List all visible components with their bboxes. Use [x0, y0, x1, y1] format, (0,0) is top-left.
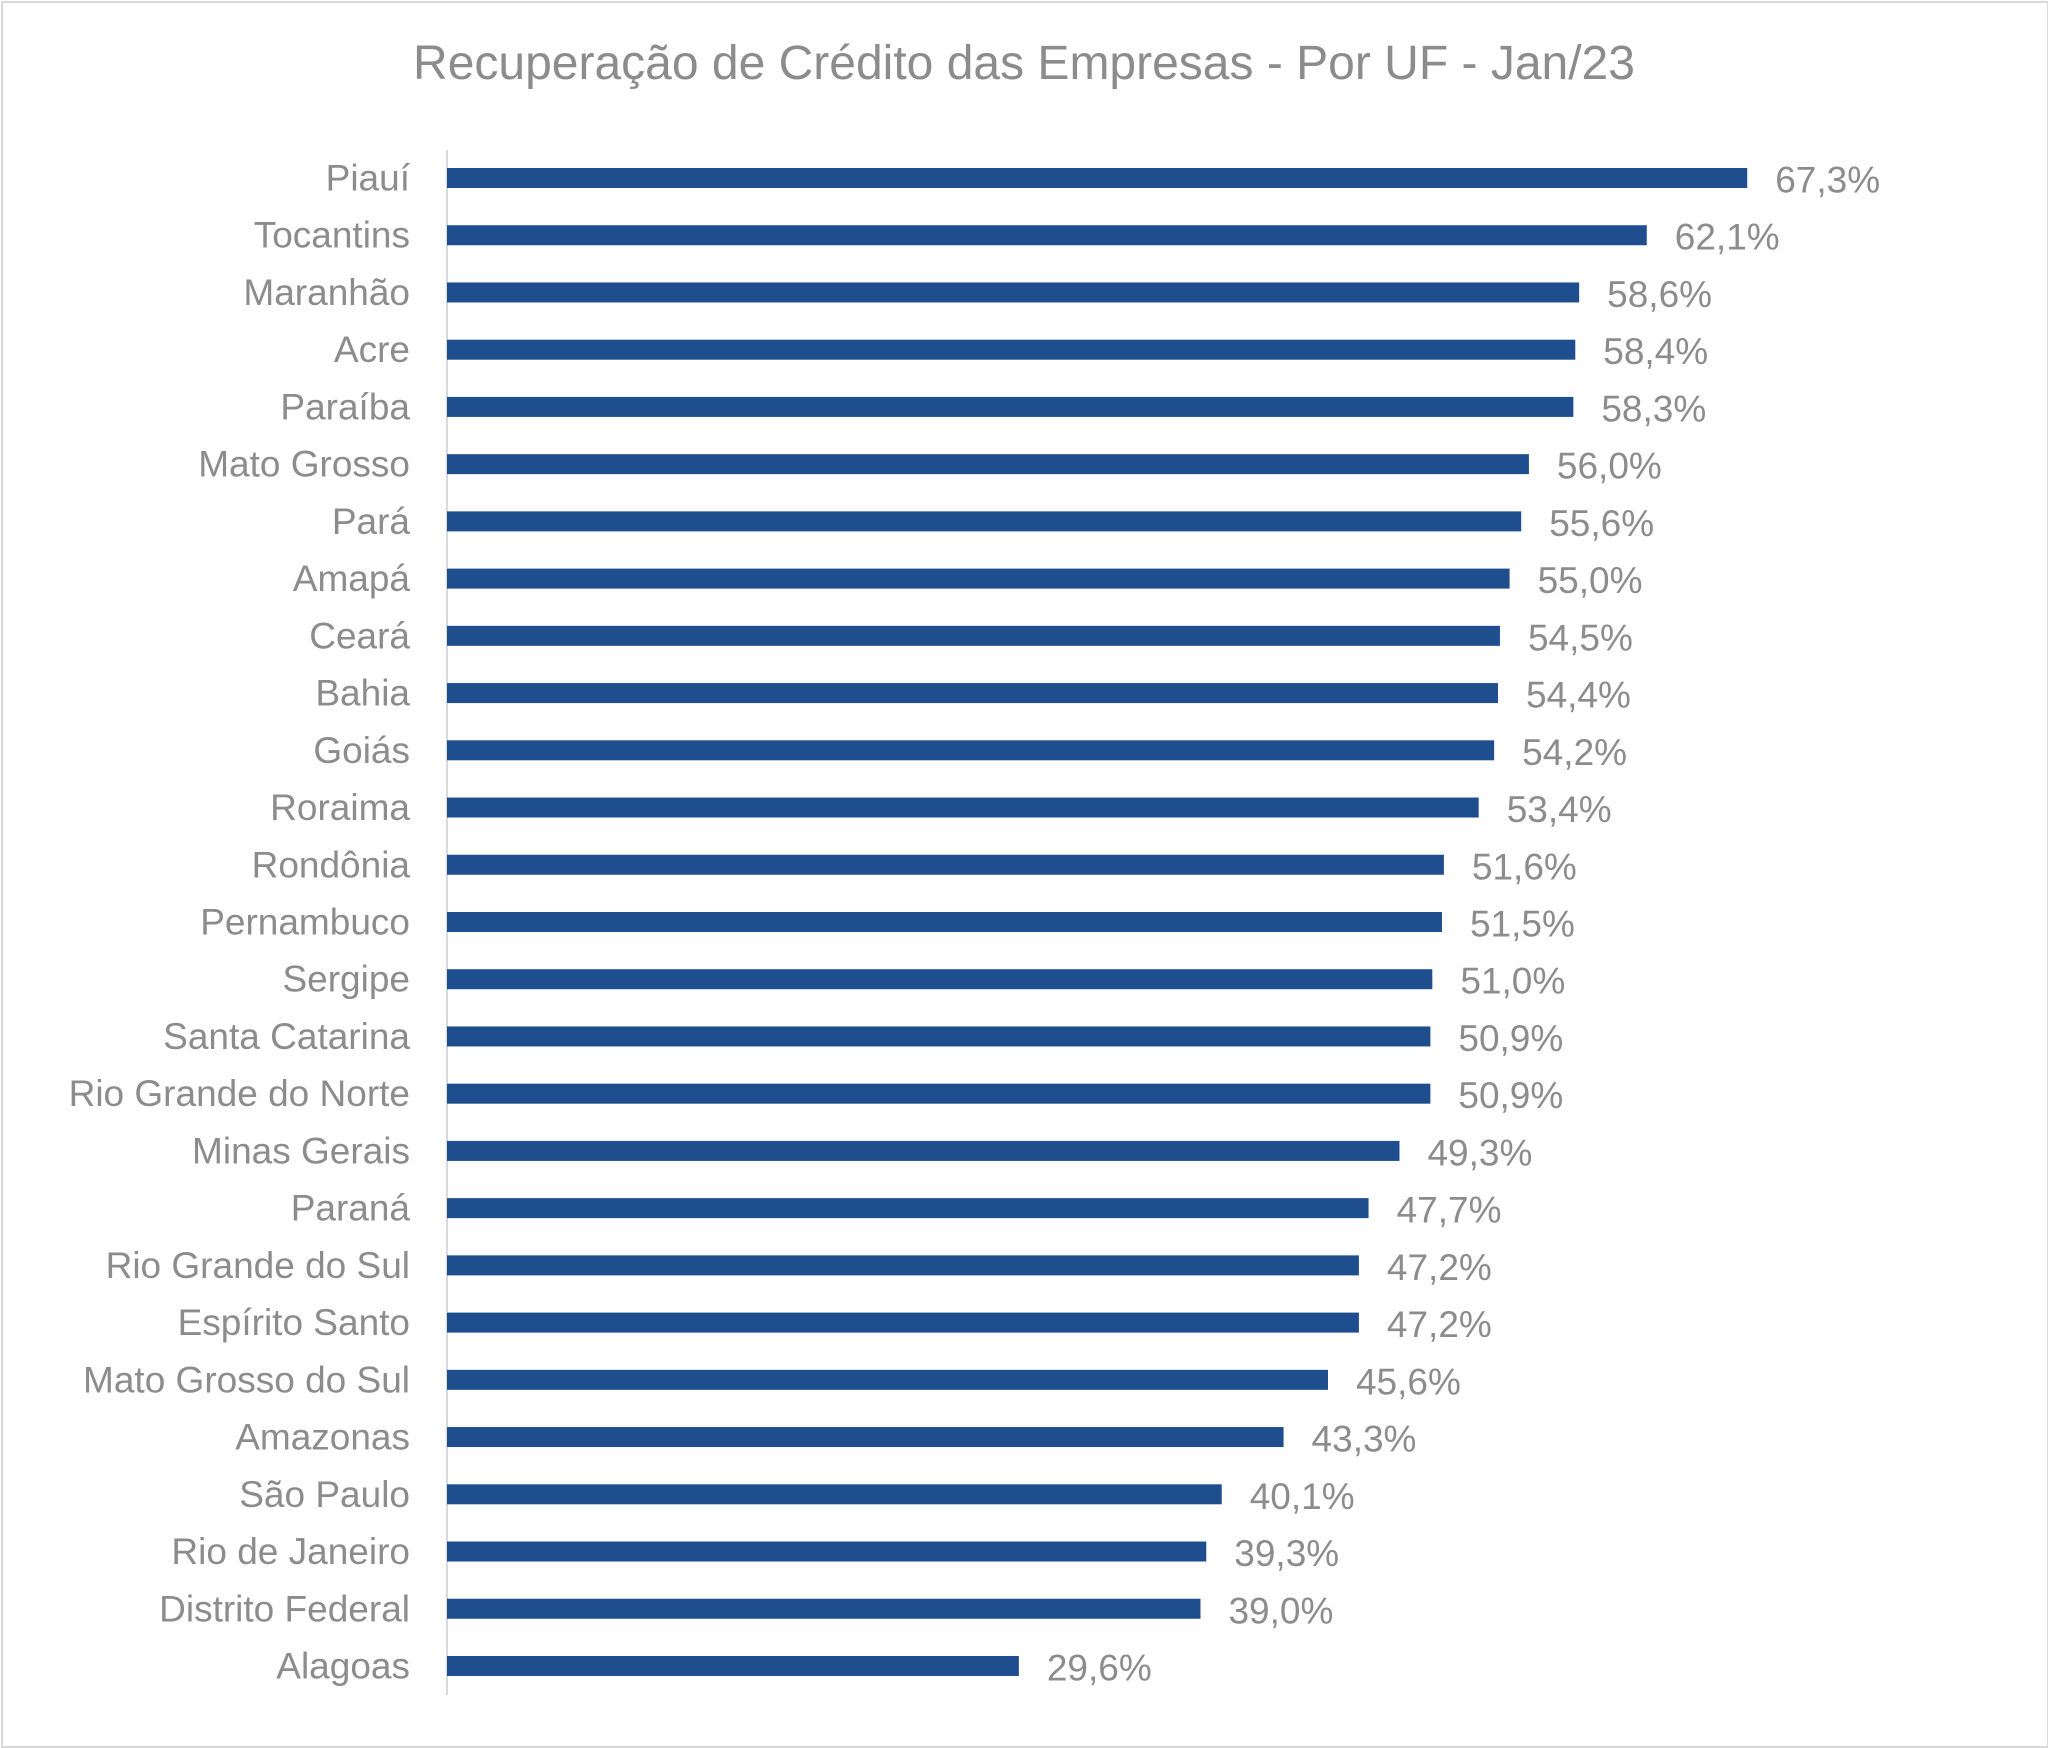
category-label: Santa Catarina	[163, 1016, 410, 1057]
category-label: Minas Gerais	[192, 1130, 410, 1171]
bar	[447, 1198, 1369, 1219]
data-label: 58,6%	[1607, 274, 1712, 315]
data-label: 51,5%	[1470, 903, 1575, 944]
bar	[447, 625, 1500, 646]
category-label: Goiás	[313, 730, 410, 771]
data-label: 58,3%	[1601, 388, 1706, 429]
bar	[447, 454, 1529, 475]
bar	[447, 339, 1576, 360]
bar	[447, 1255, 1359, 1276]
data-label: 39,0%	[1228, 1590, 1333, 1631]
category-label: Bahia	[315, 673, 410, 714]
chart-title: Recuperação de Crédito das Empresas - Po…	[413, 37, 1635, 90]
data-label: 40,1%	[1250, 1476, 1355, 1517]
category-label: Paraná	[291, 1188, 411, 1229]
bar	[447, 740, 1495, 761]
data-label: 43,3%	[1312, 1419, 1417, 1460]
bar	[447, 911, 1442, 932]
category-label: Paraíba	[280, 386, 410, 427]
data-label: 47,2%	[1387, 1247, 1492, 1288]
bar	[447, 1312, 1359, 1333]
bar	[447, 1369, 1328, 1390]
category-label: Rio Grande do Norte	[69, 1073, 410, 1114]
bar	[447, 1655, 1019, 1676]
category-label: Rio de Janeiro	[171, 1531, 410, 1572]
data-label: 62,1%	[1675, 217, 1780, 258]
category-label: Mato Grosso do Sul	[83, 1359, 410, 1400]
data-label: 45,6%	[1356, 1361, 1461, 1402]
data-label: 55,6%	[1549, 503, 1654, 544]
bar	[447, 854, 1444, 875]
data-label: 49,3%	[1427, 1132, 1532, 1173]
data-label: 29,6%	[1047, 1647, 1152, 1688]
category-label: Acre	[334, 329, 410, 370]
category-label: Sergipe	[282, 959, 410, 1000]
category-label: Distrito Federal	[159, 1588, 410, 1629]
data-label: 51,6%	[1472, 846, 1577, 887]
category-label: Tocantins	[254, 215, 410, 256]
bar	[447, 1083, 1431, 1104]
data-label: 50,9%	[1458, 1018, 1563, 1059]
data-label: 56,0%	[1557, 446, 1662, 487]
bar	[447, 168, 1748, 188]
category-label: Mato Grosso	[198, 444, 410, 485]
category-label: Piauí	[326, 158, 411, 199]
data-label: 47,2%	[1387, 1304, 1492, 1345]
bar	[447, 1026, 1431, 1047]
bar	[447, 282, 1580, 303]
bar	[447, 1598, 1201, 1619]
bar	[447, 511, 1522, 532]
data-label: 58,4%	[1603, 331, 1708, 372]
category-label: Pernambuco	[200, 901, 410, 942]
data-label: 53,4%	[1507, 789, 1612, 830]
data-label: 55,0%	[1538, 560, 1643, 601]
category-label: Roraima	[270, 787, 410, 828]
bar	[447, 1484, 1222, 1505]
bar	[447, 969, 1433, 990]
data-label: 51,0%	[1460, 961, 1565, 1002]
category-label: Ceará	[309, 615, 410, 656]
bar	[447, 683, 1499, 704]
category-label: Pará	[332, 501, 411, 542]
bar	[447, 1427, 1284, 1448]
data-label: 54,2%	[1522, 732, 1627, 773]
bar	[447, 225, 1647, 246]
data-label: 67,3%	[1775, 160, 1880, 201]
category-label: Amazonas	[235, 1417, 410, 1458]
data-label: 54,4%	[1526, 675, 1631, 716]
bar	[447, 1541, 1207, 1562]
category-label: Amapá	[293, 558, 411, 599]
category-label: Espírito Santo	[178, 1302, 410, 1343]
bar	[447, 568, 1510, 589]
category-label: Alagoas	[276, 1645, 410, 1686]
data-label: 39,3%	[1234, 1533, 1339, 1574]
bar	[447, 797, 1479, 818]
data-label: 47,7%	[1397, 1190, 1502, 1231]
category-label: Maranhão	[243, 272, 410, 313]
data-label: 54,5%	[1528, 617, 1633, 658]
category-label: São Paulo	[239, 1474, 410, 1515]
bar	[447, 1140, 1400, 1161]
bar	[447, 396, 1574, 417]
category-label: Rondônia	[252, 844, 411, 885]
category-label: Rio Grande do Sul	[106, 1245, 410, 1286]
data-label: 50,9%	[1458, 1075, 1563, 1116]
